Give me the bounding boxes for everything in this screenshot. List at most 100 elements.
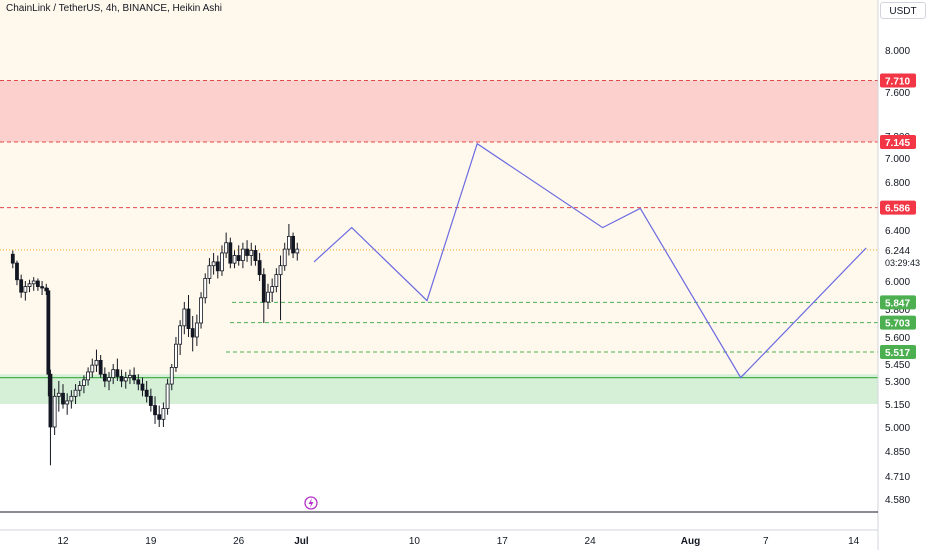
x-tick-26: 26	[233, 536, 245, 547]
candle-1	[15, 260, 19, 286]
candle-69	[295, 242, 300, 261]
price-tag-6.586: 6.586	[880, 200, 916, 215]
candle-10	[48, 369, 53, 466]
candle-body	[240, 248, 245, 261]
candle-41	[178, 320, 183, 355]
candle-body	[94, 359, 99, 366]
y-tick-5.800: 5.800	[885, 305, 910, 316]
candle-body	[266, 291, 270, 303]
candle-body	[52, 395, 57, 428]
candle-26	[115, 358, 120, 381]
candle-42	[182, 302, 187, 335]
candle-body	[48, 373, 53, 428]
candle-16	[73, 384, 78, 404]
candle-body	[174, 343, 178, 368]
candle-body	[119, 376, 124, 382]
candle-body	[161, 408, 166, 420]
price-tag-6.586-bg	[880, 200, 916, 215]
candle-body	[111, 369, 116, 378]
candle-40	[174, 337, 178, 372]
candle-31	[136, 374, 141, 391]
candle-63	[270, 278, 275, 302]
candle-body	[274, 274, 279, 288]
currency-unit-button[interactable]: USDT	[880, 2, 926, 19]
y-tick-7.000: 7.000	[885, 154, 910, 165]
candle-9	[46, 288, 51, 397]
candle-body	[236, 255, 241, 261]
x-tick-Jul: Jul	[294, 536, 309, 547]
countdown-label: 03:29:43	[885, 258, 920, 268]
candle-39	[169, 364, 174, 391]
candle-body	[123, 377, 128, 382]
candle-3	[23, 281, 28, 301]
candle-2	[19, 274, 24, 298]
candle-11	[52, 388, 57, 435]
candle-58	[249, 242, 254, 266]
candle-20	[90, 358, 95, 378]
candle-body	[136, 379, 141, 385]
candle-body	[77, 385, 82, 391]
price-tag-5.517-bg	[880, 344, 916, 359]
candle-body	[98, 359, 103, 375]
candle-body	[19, 279, 24, 293]
x-tick-12: 12	[57, 536, 69, 547]
candle-27	[119, 369, 124, 388]
candle-body	[249, 249, 254, 256]
candle-body	[253, 249, 258, 261]
y-tick-8.000: 8.000	[885, 46, 910, 57]
candle-body	[157, 414, 162, 420]
candle-13	[61, 384, 65, 409]
price-tag-5.847-bg	[880, 295, 916, 310]
candle-body	[153, 405, 157, 416]
candle-body	[44, 287, 49, 292]
candle-body	[169, 366, 174, 385]
candle-body	[291, 235, 295, 254]
candle-body	[115, 369, 120, 377]
candle-body	[190, 328, 195, 338]
candle-55	[236, 245, 241, 266]
support-zone	[0, 374, 878, 404]
x-tick-10: 10	[409, 536, 421, 547]
candle-body	[69, 395, 74, 402]
candle-14	[65, 393, 70, 415]
candle-45	[194, 314, 199, 346]
y-tick-5.450: 5.450	[885, 360, 910, 371]
candle-5	[31, 277, 36, 291]
candle-21	[94, 349, 99, 372]
candle-15	[69, 390, 74, 409]
y-tick-6.800: 6.800	[885, 178, 910, 189]
x-tick-17: 17	[497, 536, 509, 547]
flash-icon[interactable]	[304, 496, 318, 510]
candle-body	[194, 322, 199, 338]
y-tick-7.600: 7.600	[885, 88, 910, 99]
price-tag-5.517-label: 5.517	[885, 348, 910, 359]
candle-body	[27, 283, 32, 287]
candle-body	[199, 297, 203, 324]
candle-body	[178, 325, 183, 345]
candle-body	[207, 265, 212, 279]
candle-body	[73, 389, 78, 397]
candle-body	[211, 261, 216, 267]
candle-body	[295, 248, 300, 254]
price-tag-7.710: 7.710	[880, 73, 916, 88]
candle-44	[190, 316, 195, 352]
y-tick-5.300: 5.300	[885, 377, 910, 388]
candle-33	[144, 381, 149, 403]
candle-body	[128, 374, 132, 379]
candle-67	[286, 224, 291, 256]
candle-7	[40, 281, 44, 295]
candle-68	[291, 232, 295, 259]
candle-30	[132, 367, 137, 385]
candle-body	[228, 242, 233, 264]
candle-body	[278, 265, 283, 276]
candle-66	[282, 242, 287, 271]
candle-body	[286, 235, 291, 250]
candle-body	[102, 373, 107, 382]
candle-32	[140, 377, 145, 397]
candle-12	[56, 381, 61, 412]
candle-29	[128, 369, 132, 385]
candle-51	[220, 245, 224, 276]
projection-path	[313, 142, 867, 379]
